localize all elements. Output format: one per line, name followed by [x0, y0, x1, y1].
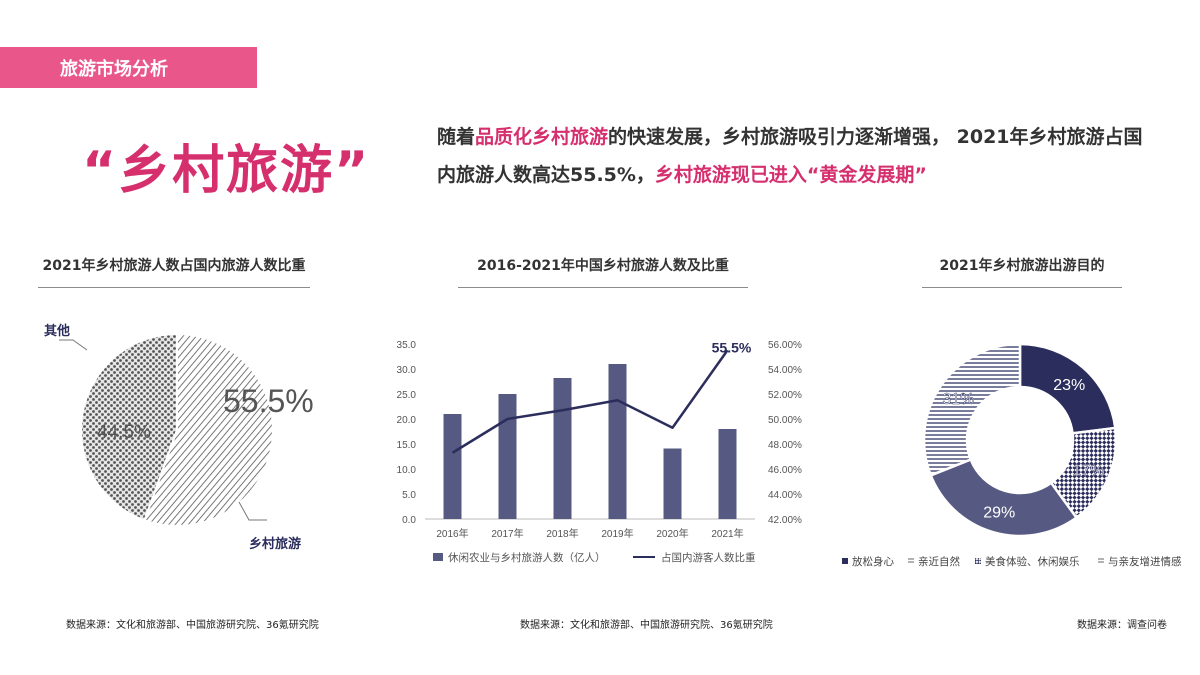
y-right-tick-label: 42.00% — [768, 515, 802, 526]
pie-category-label: 其他 — [44, 323, 70, 338]
bar — [443, 414, 462, 519]
ratio-line — [451, 349, 729, 454]
combo-chart-title: 2016-2021年中国乡村旅游人数及比重 — [477, 258, 729, 274]
donut-legend-label: 放松身心 — [852, 555, 894, 568]
line-annotation: 55.5% — [712, 339, 752, 355]
y-right-tick-label: 50.00% — [768, 415, 802, 426]
y-left-tick-label: 0.0 — [402, 515, 416, 526]
y-right-tick-label: 52.00% — [768, 390, 802, 401]
donut-chart-title: 2021年乡村旅游出游目的 — [939, 258, 1105, 274]
y-right-tick-label: 54.00% — [768, 365, 802, 376]
pie-source: 数据来源：文化和旅游部、中国旅游研究院、36氪研究院 — [66, 620, 319, 631]
x-tick-label: 2018年 — [546, 527, 578, 540]
bar — [498, 394, 517, 519]
donut-value-label: 31% — [942, 391, 974, 408]
headline: “乡村旅游” — [82, 141, 371, 201]
donut-legend-swatch — [975, 558, 981, 564]
y-right-tick-label: 48.00% — [768, 440, 802, 451]
donut-value-label: 17% — [1072, 463, 1104, 480]
y-right-tick-label: 44.00% — [768, 490, 802, 501]
section-tag: 旅游市场分析 — [0, 47, 257, 88]
y-left-tick-label: 10.0 — [397, 465, 417, 476]
intro-text-1: 随着 — [437, 126, 476, 148]
legend-label: 休闲农业与乡村旅游人数（亿人） — [448, 551, 606, 564]
donut-title-rule — [922, 287, 1122, 288]
donut-legend-label: 亲近自然 — [918, 555, 960, 568]
bar — [663, 448, 682, 519]
combo-chart: 0.0 5.0 10.0 15.0 20.0 25.0 30.0 35.0 42.00% 44.0… — [397, 339, 802, 564]
intro-highlight-2: 乡村旅游现已进入“黄金发展期” — [654, 164, 927, 186]
donut-legend-label: 美食体验、休闲娱乐 — [985, 555, 1080, 568]
bar — [608, 364, 627, 519]
pie-chart-title: 2021年乡村旅游人数占国内旅游人数比重 — [42, 258, 306, 274]
pie-slice — [80, 332, 178, 522]
y-left-tick-label: 15.0 — [397, 440, 417, 451]
pie-leader-line — [59, 339, 88, 351]
donut-value-label: 23% — [1053, 377, 1085, 394]
donut-source: 数据来源：调查问卷 — [1077, 620, 1167, 631]
legend-swatch-bar — [433, 553, 443, 561]
donut-slice — [922, 342, 1022, 477]
intro-paragraph: 随着品质化乡村旅游的快速发展，乡村旅游吸引力逐渐增强， 2021年乡村旅游占国内… — [437, 118, 1157, 194]
y-left-tick-label: 30.0 — [397, 365, 417, 376]
y-left-tick-label: 35.0 — [397, 340, 417, 351]
intro-text-2: 的快速发展，乡村旅游吸引力逐渐增强， 2021年乡村旅游占国内旅游人数高达55.… — [437, 126, 1143, 186]
donut-value-label: 29% — [983, 505, 1015, 522]
donut-legend-swatch — [1098, 558, 1104, 564]
y-right-tick-label: 46.00% — [768, 465, 802, 476]
section-tag-label: 旅游市场分析 — [60, 58, 168, 80]
donut-legend-swatch — [842, 558, 848, 564]
donut-legend-swatch — [908, 558, 914, 564]
donut-legend-label: 与亲友增进情感 — [1108, 555, 1182, 568]
combo-source: 数据来源：文化和旅游部、中国旅游研究院、36氪研究院 — [520, 620, 773, 631]
x-tick-label: 2017年 — [491, 527, 523, 540]
x-tick-label: 2020年 — [656, 527, 688, 540]
x-tick-label: 2019年 — [601, 527, 633, 540]
donut-chart: 23% 17% 29% 31% 放松身心 亲近自然 美食体验、休闲娱乐 与亲友增进情感 — [842, 342, 1182, 568]
donut-slice — [929, 457, 1079, 538]
pie-title-rule — [38, 287, 310, 288]
pie-value-label: 44.5% — [97, 422, 151, 443]
x-tick-label: 2021年 — [711, 527, 743, 540]
y-left-tick-label: 5.0 — [402, 490, 416, 501]
y-left-tick-label: 20.0 — [397, 415, 417, 426]
x-tick-label: 2016年 — [436, 527, 468, 540]
legend-label: 占国内游客人数比重 — [661, 551, 756, 564]
bar — [553, 378, 572, 519]
pie-slice — [143, 332, 274, 527]
combo-title-rule — [458, 287, 748, 288]
bar — [718, 429, 737, 519]
y-right-tick-label: 56.00% — [768, 340, 802, 351]
pie-category-label: 乡村旅游 — [249, 536, 301, 551]
pie-leader-line — [238, 501, 267, 521]
intro-highlight-1: 品质化乡村旅游 — [475, 126, 609, 148]
y-left-tick-label: 25.0 — [397, 390, 417, 401]
pie-value-label: 55.5% — [223, 383, 314, 419]
